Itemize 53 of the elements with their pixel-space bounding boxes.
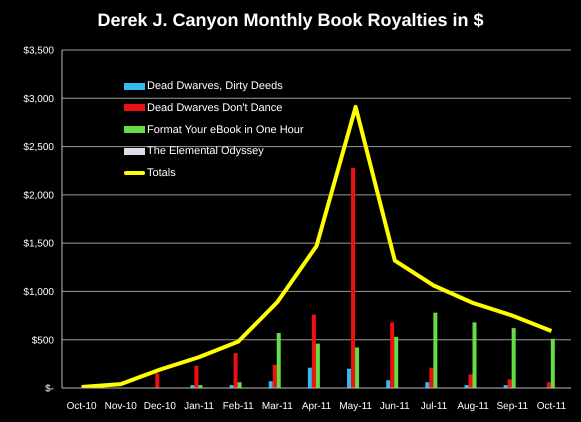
bar xyxy=(390,322,394,388)
x-tick-label: Jan-11 xyxy=(184,401,214,412)
bar xyxy=(238,382,242,388)
bar xyxy=(308,368,312,388)
bar xyxy=(312,314,316,388)
bar xyxy=(268,381,273,388)
legend-label: Format Your eBook in One Hour xyxy=(147,124,304,136)
bar xyxy=(550,338,555,388)
y-tick-label: $2,500 xyxy=(23,142,54,154)
line-series xyxy=(80,104,554,388)
bar xyxy=(355,347,360,388)
bar xyxy=(155,374,160,388)
y-tick-label: $1,500 xyxy=(23,238,54,250)
bar xyxy=(386,380,390,388)
x-tick-label: Oct-10 xyxy=(66,401,98,412)
y-tick-label: $500 xyxy=(32,335,54,346)
bar xyxy=(468,374,472,388)
x-tick-label: Sep-11 xyxy=(496,401,528,412)
x-tick-label: Nov-10 xyxy=(104,401,138,412)
chart-title: Derek J. Canyon Monthly Book Royalties in $ xyxy=(96,10,485,31)
bar xyxy=(194,366,198,388)
bar xyxy=(316,344,320,388)
bar xyxy=(347,368,352,388)
bar xyxy=(272,364,277,388)
bar xyxy=(425,382,430,388)
bar xyxy=(472,322,476,388)
legend-label: Dead Dwarves, Dirty Deeds xyxy=(147,80,283,92)
bar xyxy=(508,379,512,388)
bar xyxy=(351,168,356,388)
bar xyxy=(234,353,238,388)
y-tick-label: $3,500 xyxy=(23,46,54,57)
legend-label: The Elemental Odyssey xyxy=(147,145,264,158)
x-tick-label: Dec-10 xyxy=(144,401,176,412)
legend-label: Totals xyxy=(147,167,176,180)
legend-label: Dead Dwarves Don't Dance xyxy=(147,102,282,114)
bar xyxy=(433,312,438,388)
x-tick-label: May-11 xyxy=(339,401,372,412)
y-tick-label: $2,000 xyxy=(23,190,54,202)
y-tick-label: $- xyxy=(45,384,54,395)
bar xyxy=(394,336,398,388)
bar xyxy=(546,382,551,388)
x-tick-label: Aug-11 xyxy=(457,401,490,412)
bar xyxy=(512,328,516,388)
x-tick-label: Jun-11 xyxy=(380,401,410,412)
x-tick-label: Mar-11 xyxy=(262,401,294,412)
x-tick-label: Jul-11 xyxy=(420,401,448,412)
y-tick-label: $3,000 xyxy=(23,94,54,105)
x-tick-label: Apr-11 xyxy=(302,401,332,412)
bar xyxy=(276,332,281,388)
bar xyxy=(429,368,434,388)
y-tick-label: $1,000 xyxy=(23,286,54,298)
x-tick-label: Feb-11 xyxy=(222,401,254,412)
x-tick-label: Oct-11 xyxy=(536,401,566,412)
